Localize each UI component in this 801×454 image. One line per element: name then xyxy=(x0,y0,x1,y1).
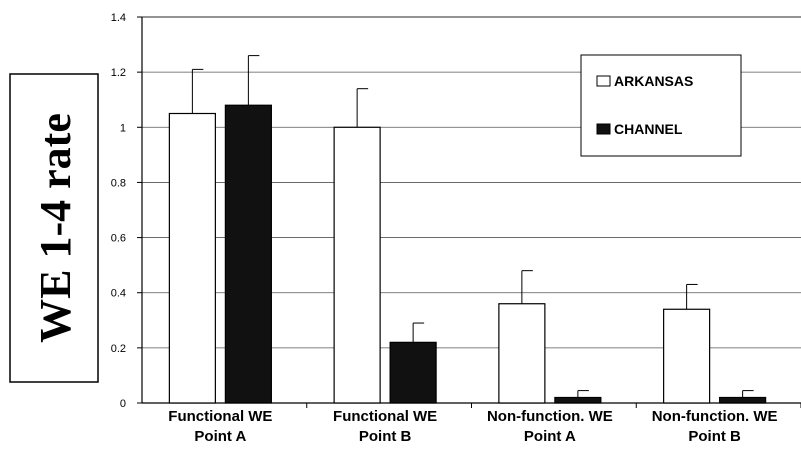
bar-channel xyxy=(554,396,602,404)
bar-arkansas xyxy=(498,303,546,404)
y-tick-label: 0.2 xyxy=(111,343,126,355)
legend-label: ARKANSAS xyxy=(614,73,693,89)
x-tick-label: Non-function. WE xyxy=(652,408,778,425)
bar-arkansas xyxy=(168,112,216,404)
y-axis-label: WE 1-4 rate xyxy=(31,113,80,343)
y-tick-label: 0.4 xyxy=(111,288,126,300)
bar-channel xyxy=(719,396,767,404)
y-tick-label: 0 xyxy=(120,398,126,410)
x-tick-label: Point A xyxy=(524,428,576,445)
x-tick-label: Non-function. WE xyxy=(487,408,613,425)
x-tick-label: Point A xyxy=(194,428,246,445)
bar-channel xyxy=(224,104,272,404)
y-tick-label: 0.6 xyxy=(111,233,126,245)
x-tick-label: Functional WE xyxy=(168,408,272,425)
y-tick-label: 1.2 xyxy=(111,67,126,79)
legend-label: CHANNEL xyxy=(614,121,683,137)
legend-swatch xyxy=(596,123,611,135)
bar-channel xyxy=(389,341,437,404)
legend-box xyxy=(580,54,742,157)
x-tick-label: Point B xyxy=(688,428,741,445)
bar-arkansas xyxy=(333,126,381,404)
bar-arkansas xyxy=(663,308,711,404)
y-axis-label-box xyxy=(9,73,99,383)
x-tick-label: Point B xyxy=(359,428,412,445)
x-tick-label: Functional WE xyxy=(333,408,437,425)
y-tick-label: 1 xyxy=(120,122,126,134)
y-tick-label: 1.4 xyxy=(111,12,126,24)
legend-swatch xyxy=(596,75,611,87)
y-tick-label: 0.8 xyxy=(111,177,126,189)
